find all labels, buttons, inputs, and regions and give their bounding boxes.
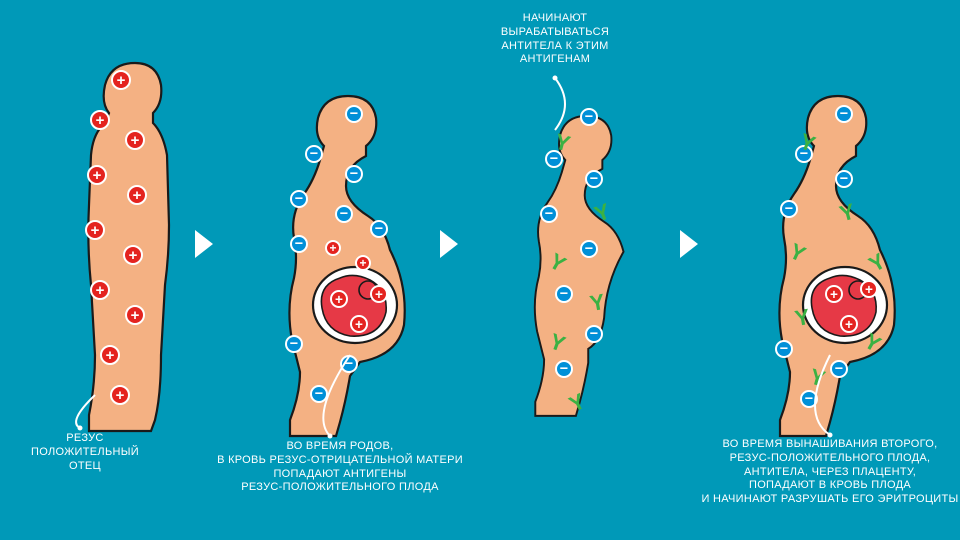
rh-negative-marker: − bbox=[580, 240, 598, 258]
rh-negative-marker: − bbox=[285, 335, 303, 353]
rh-negative-marker: − bbox=[835, 170, 853, 188]
rh-negative-marker: − bbox=[775, 340, 793, 358]
rh-negative-marker: − bbox=[835, 105, 853, 123]
rh-negative-marker: − bbox=[540, 205, 558, 223]
rh-negative-marker: − bbox=[585, 325, 603, 343]
rh-positive-marker: + bbox=[90, 280, 110, 300]
rh-negative-marker: − bbox=[345, 165, 363, 183]
rh-positive-marker: + bbox=[85, 220, 105, 240]
rh-positive-marker: + bbox=[127, 185, 147, 205]
caption-antibodies: НАЧИНАЮТВЫРАБАТЫВАТЬСЯАНТИТЕЛА К ЭТИМАНТ… bbox=[465, 12, 645, 67]
rh-negative-marker: − bbox=[800, 390, 818, 408]
rh-negative-marker: − bbox=[830, 360, 848, 378]
rh-negative-marker: − bbox=[335, 205, 353, 223]
rh-negative-marker: − bbox=[555, 360, 573, 378]
caption-birth: ВО ВРЕМЯ РОДОВ,В КРОВЬ РЕЗУС-ОТРИЦАТЕЛЬН… bbox=[215, 440, 465, 495]
rh-negative-marker: − bbox=[310, 385, 328, 403]
rh-negative-marker: − bbox=[580, 108, 598, 126]
rh-positive-marker: + bbox=[330, 290, 348, 308]
rh-negative-marker: − bbox=[305, 145, 323, 163]
arrow-icon bbox=[680, 230, 698, 258]
rh-positive-marker: + bbox=[860, 280, 878, 298]
rh-positive-marker: + bbox=[90, 110, 110, 130]
rh-negative-marker: − bbox=[780, 200, 798, 218]
rh-positive-marker: + bbox=[370, 285, 388, 303]
rh-negative-marker: − bbox=[370, 220, 388, 238]
arrow-icon bbox=[440, 230, 458, 258]
rh-negative-marker: − bbox=[585, 170, 603, 188]
caption-second-pregnancy: ВО ВРЕМЯ ВЫНАШИВАНИЯ ВТОРОГО,РЕЗУС-ПОЛОЖ… bbox=[700, 438, 960, 507]
rh-positive-marker: + bbox=[110, 385, 130, 405]
rh-positive-marker: + bbox=[111, 70, 131, 90]
rh-positive-marker: + bbox=[355, 255, 371, 271]
rh-positive-marker: + bbox=[125, 130, 145, 150]
rh-positive-marker: + bbox=[325, 240, 341, 256]
rh-negative-marker: − bbox=[290, 190, 308, 208]
caption-father: РЕЗУСПОЛОЖИТЕЛЬНЫЙОТЕЦ bbox=[10, 432, 160, 473]
rh-positive-marker: + bbox=[87, 165, 107, 185]
figure-father: +++++++++++ bbox=[55, 55, 185, 435]
figure-mother-second-pregnancy: +++−−−−−−−YYYYYYY bbox=[740, 90, 910, 440]
rh-positive-marker: + bbox=[123, 245, 143, 265]
rh-negative-marker: − bbox=[290, 235, 308, 253]
rh-positive-marker: + bbox=[125, 305, 145, 325]
rh-positive-marker: + bbox=[100, 345, 120, 365]
rh-negative-marker: − bbox=[345, 105, 363, 123]
rh-negative-marker: − bbox=[340, 355, 358, 373]
figure-mother-first-pregnancy: +++++−−−−−−−−−− bbox=[250, 90, 420, 440]
arrow-icon bbox=[195, 230, 213, 258]
rh-positive-marker: + bbox=[825, 285, 843, 303]
figure-mother-sensitized: −−−−−−−−YYYYYY bbox=[500, 90, 650, 440]
rh-positive-marker: + bbox=[350, 315, 368, 333]
rh-negative-marker: − bbox=[555, 285, 573, 303]
rh-positive-marker: + bbox=[840, 315, 858, 333]
